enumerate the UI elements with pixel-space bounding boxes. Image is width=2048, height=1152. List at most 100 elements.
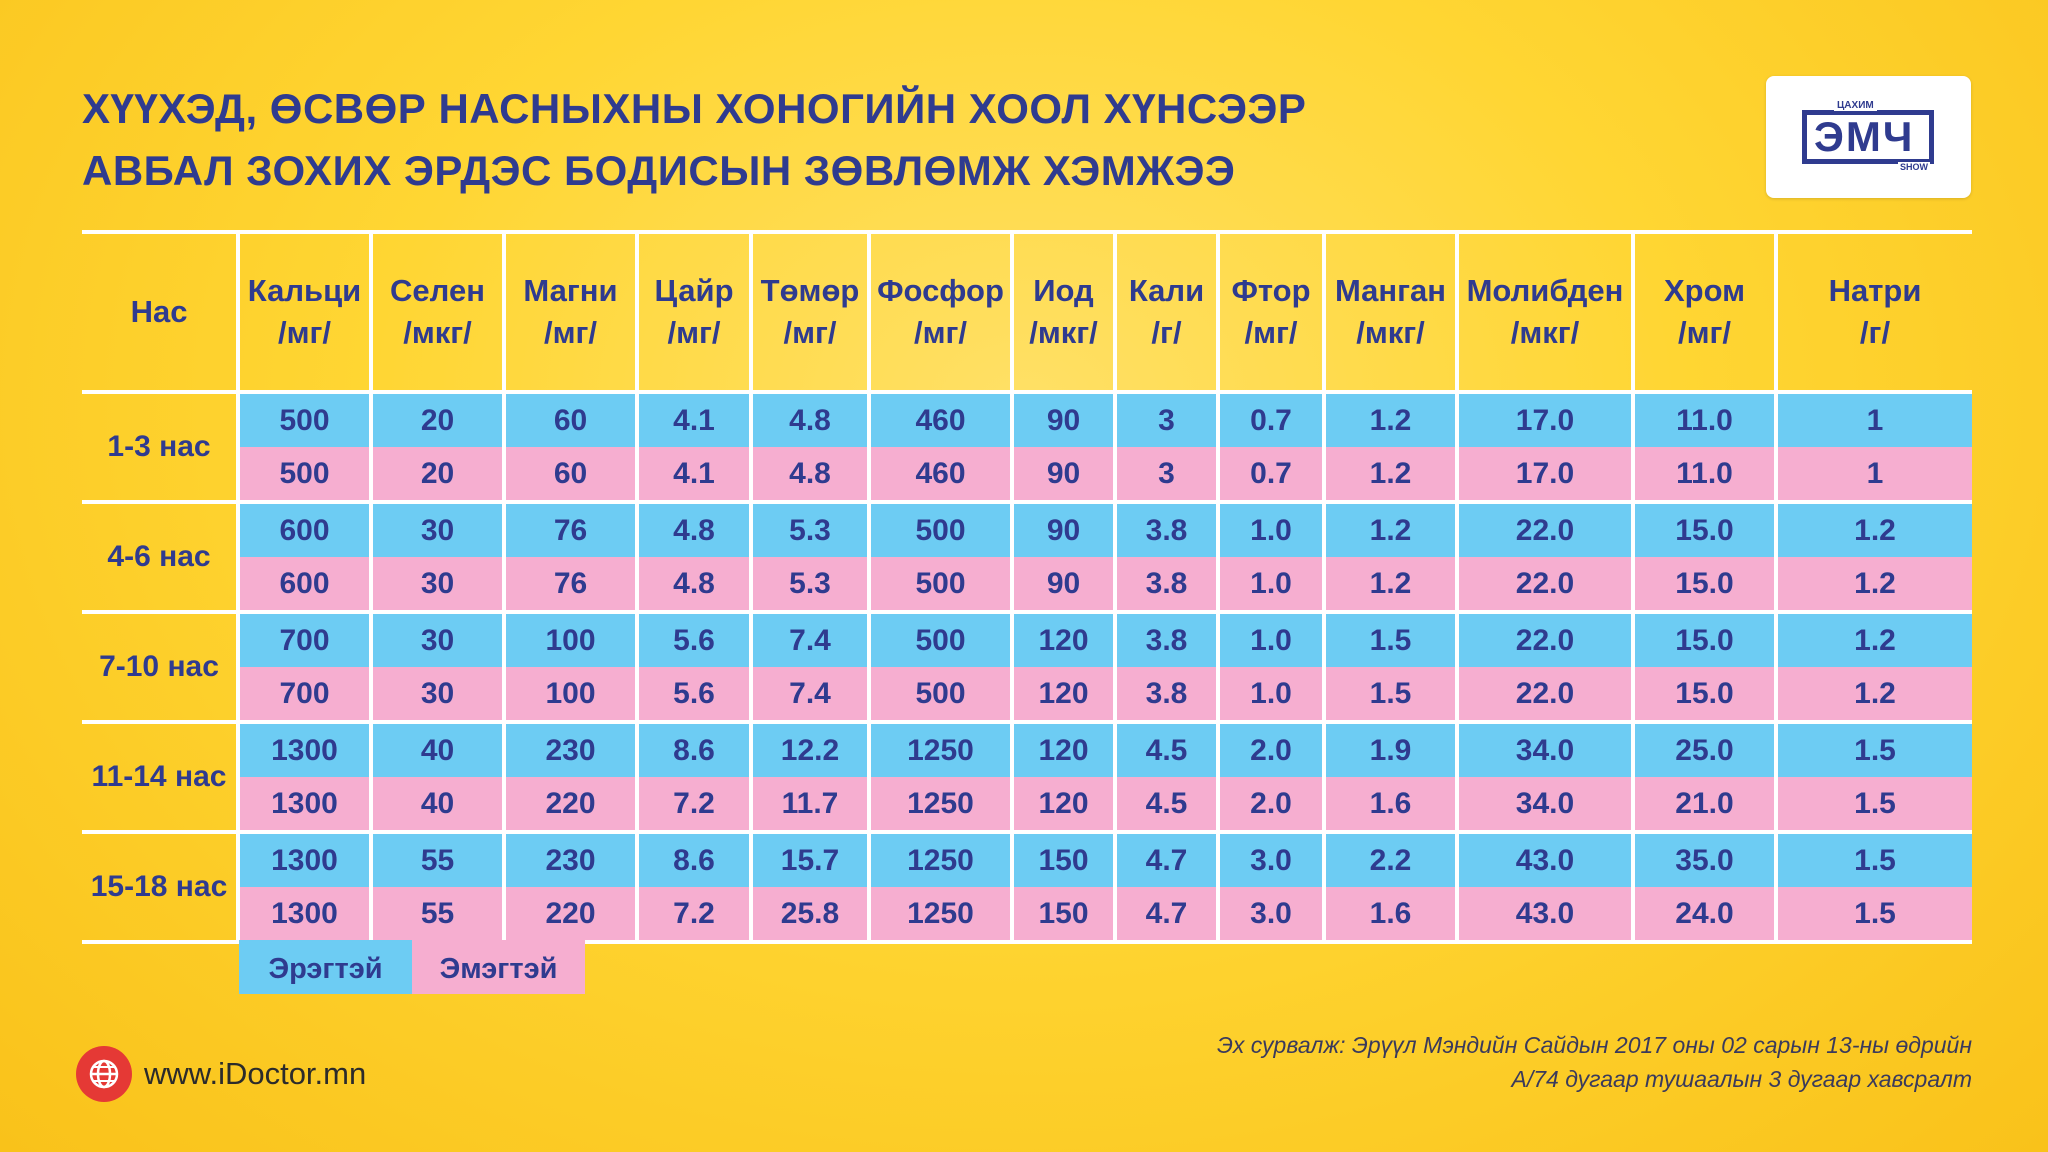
table-row-female: 700 30 100 5.6 7.4 500 120 3.8 1.0 1.5 22.0 15.0 1.2 [82, 667, 1972, 724]
table-cell: 230 [502, 722, 639, 777]
table-cell: 5.3 [749, 502, 871, 557]
column-header: Манган/мкг/ [1322, 230, 1459, 394]
column-unit: /мг/ [1677, 315, 1732, 350]
table-cell: 1.5 [1774, 722, 1972, 777]
legend-male: Эрэгтэй [239, 940, 412, 994]
table-cell: 17.0 [1455, 447, 1635, 504]
table-row-female: 1300 55 220 7.2 25.8 1250 150 4.7 3.0 1.6 43.0 24.0… [82, 887, 1972, 944]
table-cell: 2.2 [1322, 832, 1459, 887]
table-cell: 20 [369, 392, 506, 447]
table-cell: 15.0 [1631, 502, 1778, 557]
table-cell: 7.2 [635, 887, 753, 944]
website-link[interactable]: www.iDoctor.mn [76, 1046, 366, 1102]
column-name: Молибден [1466, 273, 1624, 308]
table-cell: 120 [1010, 777, 1117, 834]
column-name: Цайр [654, 273, 734, 308]
table-cell: 30 [369, 502, 506, 557]
source-line-2: А/74 дугаар тушаалын 3 дугаар хавсралт [1511, 1066, 1973, 1092]
table-cell: 4.8 [635, 557, 753, 614]
table-cell: 22.0 [1455, 557, 1635, 614]
table-cell: 35.0 [1631, 832, 1778, 887]
table-cell: 17.0 [1455, 392, 1635, 447]
table-cell: 700 [238, 667, 373, 724]
column-unit: /мкг/ [403, 315, 472, 350]
table-cell: 1250 [867, 722, 1014, 777]
table-cell: 76 [502, 502, 639, 557]
column-header: Фосфор/мг/ [867, 230, 1014, 394]
table-cell: 1.6 [1322, 887, 1459, 944]
table-row-male: 4-6 нас 600 30 76 4.8 5.3 500 90 3.8 1.0 1.2 22.0 15… [82, 502, 1972, 614]
column-name: Селен [390, 273, 485, 308]
emch-show-logo: ЭМЧ ЦАХИМ SHOW [1766, 76, 1971, 198]
column-header: Иод/мкг/ [1010, 230, 1117, 394]
age-header: Нас [82, 230, 240, 394]
table-cell: 30 [369, 612, 506, 667]
table-cell: 34.0 [1455, 777, 1635, 834]
table-row-female: 600 30 76 4.8 5.3 500 90 3.8 1.0 1.2 22.0 15.0 1.2 [82, 557, 1972, 614]
table-cell: 1.2 [1774, 502, 1972, 557]
table-row-female: 1300 40 220 7.2 11.7 1250 120 4.5 2.0 1.6 34.0 21.0… [82, 777, 1972, 834]
column-unit: /мг/ [1244, 315, 1298, 350]
table-cell: 150 [1010, 832, 1117, 887]
table-cell: 22.0 [1455, 612, 1635, 667]
table-cell: 55 [369, 832, 506, 887]
column-unit: /мг/ [277, 315, 332, 350]
table-cell: 1.9 [1322, 722, 1459, 777]
column-header: Хром/мг/ [1631, 230, 1778, 394]
table-cell: 8.6 [635, 832, 753, 887]
table-cell: 1.2 [1774, 667, 1972, 724]
table-cell: 34.0 [1455, 722, 1635, 777]
column-header: Кали/г/ [1113, 230, 1220, 394]
website-url[interactable]: www.iDoctor.mn [144, 1056, 367, 1091]
mineral-table: Нас Кальци/мг/Селен/мкг/Магни/мг/Цайр/мг… [82, 230, 1972, 944]
table-cell: 1.2 [1322, 557, 1459, 614]
table-cell: 15.0 [1631, 667, 1778, 724]
source-line-1: Эх сурвалж: Эрүүл Мэндийн Сайдын 2017 он… [1216, 1032, 1972, 1058]
table-row-female: 500 20 60 4.1 4.8 460 90 3 0.7 1.2 17.0 11.0 1 [82, 447, 1972, 504]
age-group-label: 4-6 нас [82, 502, 240, 614]
table-cell: 700 [236, 612, 373, 667]
table-cell: 5.6 [635, 667, 753, 724]
table-cell: 4.7 [1113, 832, 1220, 887]
table-cell: 20 [369, 447, 506, 504]
table-cell: 1 [1774, 392, 1972, 447]
table-cell: 1.0 [1216, 502, 1326, 557]
table-cell: 1300 [238, 887, 373, 944]
logo-main-text: ЭМЧ [1814, 113, 1915, 160]
table-cell: 1.5 [1774, 777, 1972, 834]
age-group-label: 15-18 нас [82, 832, 240, 944]
table-cell: 600 [238, 557, 373, 614]
table-cell: 90 [1010, 502, 1117, 557]
table-cell: 21.0 [1631, 777, 1778, 834]
column-header: Төмөр/мг/ [749, 230, 871, 394]
column-unit: /мкг/ [1356, 315, 1425, 350]
table-cell: 1250 [867, 887, 1014, 944]
table-cell: 460 [867, 392, 1014, 447]
table-cell: 1300 [236, 722, 373, 777]
table-cell: 8.6 [635, 722, 753, 777]
table-cell: 30 [369, 557, 506, 614]
legend: Эрэгтэй Эмэгтэй [239, 940, 585, 994]
table-cell: 220 [502, 777, 639, 834]
column-unit: /мг/ [913, 315, 968, 350]
column-header: Фтор/мг/ [1216, 230, 1326, 394]
column-unit: /мкг/ [1029, 315, 1098, 350]
table-cell: 43.0 [1455, 887, 1635, 944]
table-cell: 76 [502, 557, 639, 614]
table-cell: 3.8 [1113, 557, 1220, 614]
table-cell: 11.0 [1631, 392, 1778, 447]
table-cell: 460 [867, 447, 1014, 504]
table-cell: 4.8 [749, 392, 871, 447]
column-header: Молибден/мкг/ [1455, 230, 1635, 394]
table-cell: 500 [867, 612, 1014, 667]
table-cell: 1 [1774, 447, 1972, 504]
table-cell: 55 [369, 887, 506, 944]
table-cell: 3 [1113, 447, 1220, 504]
table-cell: 60 [502, 447, 639, 504]
table-cell: 1.0 [1216, 667, 1326, 724]
table-cell: 7.4 [749, 667, 871, 724]
table-cell: 600 [236, 502, 373, 557]
column-unit: /мг/ [783, 315, 837, 350]
table-cell: 1.0 [1216, 557, 1326, 614]
table-row-male: 11-14 нас 1300 40 230 8.6 12.2 1250 120 4.5 2.0 1.… [82, 722, 1972, 834]
